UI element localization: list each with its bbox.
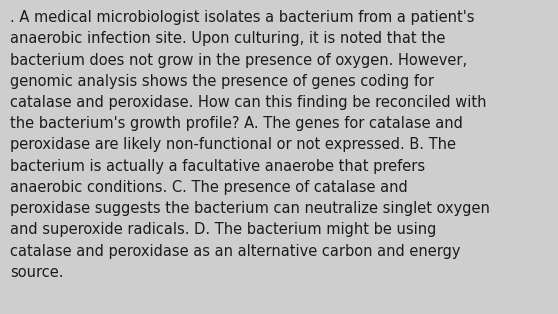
Text: . A medical microbiologist isolates a bacterium from a patient's
anaerobic infec: . A medical microbiologist isolates a ba… <box>10 10 490 280</box>
